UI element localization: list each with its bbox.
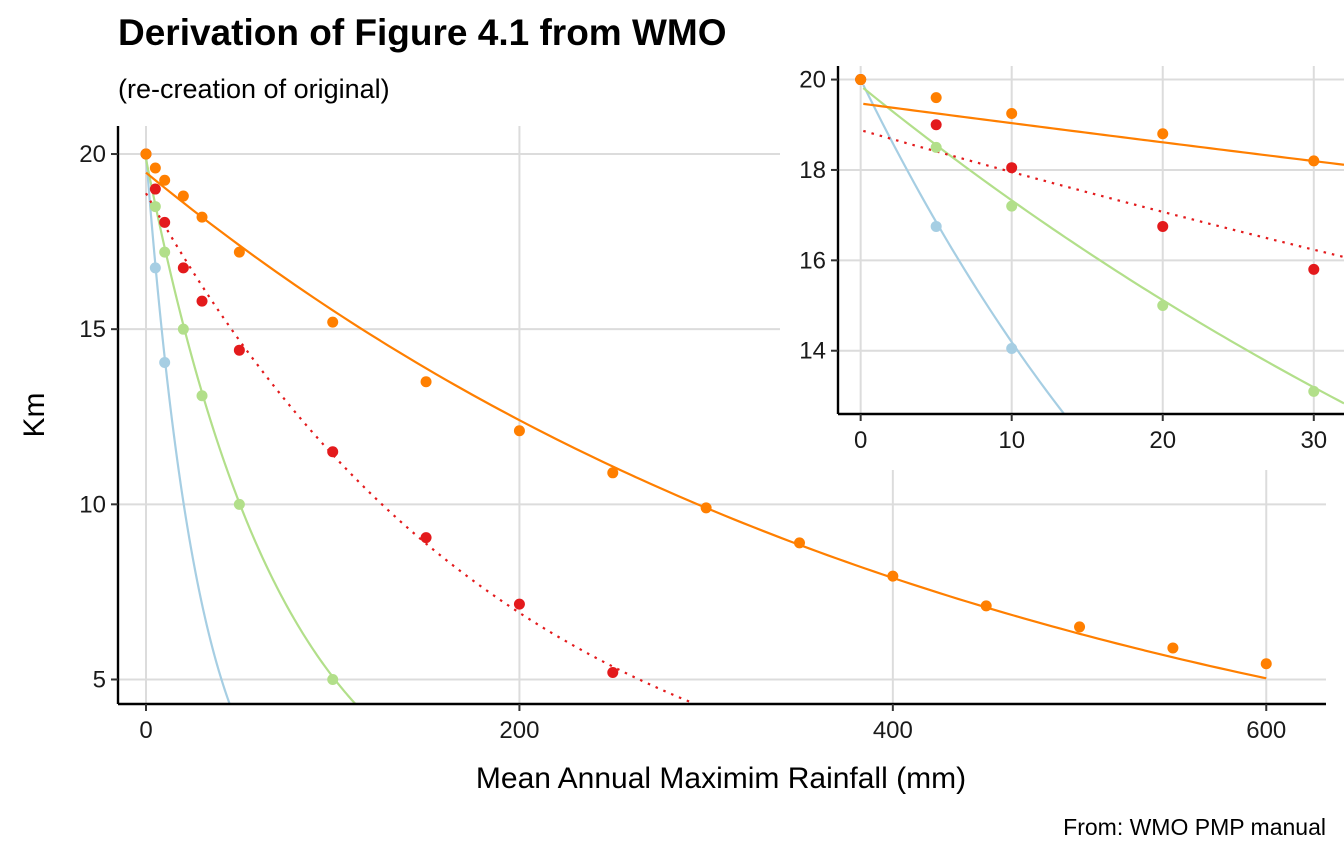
main-point-series-3	[149, 162, 161, 174]
main-point-series-2	[233, 344, 245, 356]
main-point-series-3	[196, 211, 208, 223]
y-axis-title: Km	[18, 393, 51, 438]
main-point-series-3	[140, 148, 152, 160]
main-point-series-1	[177, 323, 189, 335]
inset-point-series-1	[1308, 385, 1320, 397]
inset-x-tick-label: 30	[1300, 427, 1327, 454]
inset-point-series-2	[1006, 162, 1018, 174]
main-y-tick-label: 10	[79, 491, 106, 518]
main-y-tick-label: 5	[93, 666, 106, 693]
main-point-series-2	[607, 666, 619, 678]
main-point-series-2	[420, 532, 432, 544]
inset-y-tick-label: 16	[799, 247, 826, 274]
main-point-series-3	[233, 246, 245, 258]
main-point-series-3	[1260, 658, 1272, 670]
main-point-series-3	[177, 190, 189, 202]
inset-point-series-2	[1308, 263, 1320, 275]
inset-point-series-3	[1308, 155, 1320, 167]
inset-data-points	[855, 74, 1320, 397]
main-point-series-3	[1074, 621, 1086, 633]
main-x-tick-label: 400	[873, 717, 913, 744]
main-point-series-2	[159, 216, 171, 228]
inset-fit-lines	[862, 84, 1344, 414]
main-x-tick-label: 0	[139, 717, 152, 744]
inset-point-series-3	[1006, 107, 1018, 119]
main-y-tick-label: 20	[79, 141, 106, 168]
inset-y-tick-label: 20	[799, 67, 826, 94]
inset-axes: 0 10 20 30 14 16 18 20	[799, 66, 1344, 454]
main-point-series-0	[149, 262, 161, 274]
inset-point-series-1	[930, 141, 942, 153]
main-point-series-3	[420, 376, 432, 388]
main-data-points	[140, 148, 1272, 685]
inset-y-tick-label: 18	[799, 157, 826, 184]
main-fit-line-2	[145, 192, 692, 704]
main-point-series-3	[513, 425, 525, 437]
inset-background	[780, 60, 1344, 470]
main-point-series-1	[233, 498, 245, 510]
main-fit-line-1	[144, 158, 356, 704]
main-point-series-3	[980, 600, 992, 612]
main-point-series-1	[159, 246, 171, 258]
inset-x-tick-label: 0	[854, 427, 867, 454]
main-point-series-1	[196, 390, 208, 402]
inset-fit-line-3	[863, 102, 1344, 166]
main-point-series-3	[793, 537, 805, 549]
chart-title: Derivation of Figure 4.1 from WMO	[118, 12, 727, 53]
main-point-series-3	[327, 316, 339, 328]
inset-point-series-1	[1157, 300, 1169, 312]
x-axis-title: Mean Annual Maximim Rainfall (mm)	[476, 762, 966, 795]
main-point-series-2	[327, 446, 339, 458]
inset-point-series-2	[930, 119, 942, 131]
main-point-series-2	[177, 262, 189, 274]
main-x-tick-label: 200	[499, 717, 539, 744]
inset-x-tick-label: 20	[1149, 427, 1176, 454]
inset-y-tick-label: 14	[799, 338, 826, 365]
inset-point-series-3	[855, 74, 867, 86]
main-point-series-3	[607, 467, 619, 479]
chart-caption: From: WMO PMP manual	[1063, 814, 1326, 840]
main-y-tick-label: 15	[79, 316, 106, 343]
main-x-tick-label: 600	[1246, 717, 1286, 744]
main-point-series-0	[159, 356, 171, 368]
inset-point-series-0	[930, 220, 942, 232]
inset-fit-line-1	[862, 87, 1344, 405]
inset-panel: 0 10 20 30 14 16 18 20	[780, 60, 1344, 470]
main-point-series-2	[196, 295, 208, 307]
main-point-series-1	[149, 201, 161, 213]
main-point-series-3	[700, 502, 712, 514]
inset-point-series-1	[1006, 200, 1018, 212]
inset-point-series-3	[1157, 128, 1169, 140]
main-point-series-3	[887, 570, 899, 582]
inset-point-series-0	[1006, 342, 1018, 354]
inset-point-series-3	[930, 92, 942, 104]
main-point-series-2	[513, 598, 525, 610]
inset-point-series-2	[1157, 220, 1169, 232]
main-fit-line-0	[144, 153, 231, 704]
inset-gridlines	[838, 66, 1344, 414]
main-point-series-3	[1167, 642, 1179, 654]
chart-subtitle: (re-creation of original)	[118, 74, 390, 104]
inset-x-tick-label: 10	[998, 427, 1025, 454]
main-point-series-1	[327, 673, 339, 685]
main-point-series-2	[149, 183, 161, 195]
inset-fit-line-0	[862, 84, 1066, 414]
main-point-series-3	[159, 174, 171, 186]
